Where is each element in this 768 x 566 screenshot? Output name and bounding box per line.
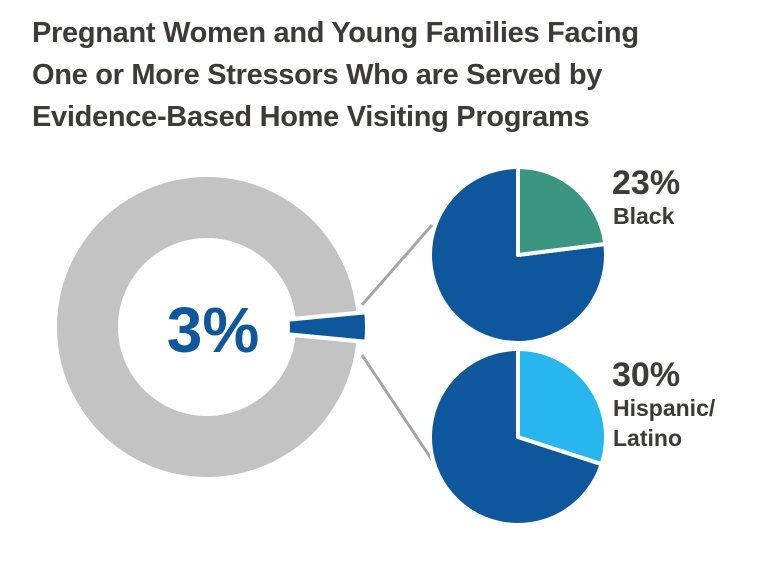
pie-hispanic: [428, 347, 608, 527]
pie-black: [428, 165, 608, 345]
pie-hispanic-category-label-line1: Hispanic/: [613, 395, 716, 421]
chart-title: Pregnant Women and Young Families Facing…: [32, 12, 752, 138]
connector-line-top: [360, 224, 434, 306]
donut-chart: [53, 173, 369, 481]
pie-hispanic-slice-highlight: [516, 347, 608, 467]
pie-black-value-label: 23%: [612, 164, 680, 202]
donut-slice-served: [285, 310, 369, 344]
donut-slice-rest: [53, 173, 361, 481]
pie-hispanic-slice-rest: [428, 347, 604, 527]
pie-black-slice-highlight: [516, 165, 608, 257]
pie-black-category-label: Black: [613, 203, 675, 229]
title-line: Evidence-Based Home Visiting Programs: [32, 101, 590, 133]
title-line: Pregnant Women and Young Families Facing: [32, 17, 639, 49]
connector-line-bottom: [360, 354, 434, 461]
pie-hispanic-category-label-line2: Latino: [613, 425, 682, 451]
donut-center-value: 3%: [167, 294, 260, 366]
pie-hispanic-value-label: 30%: [612, 356, 680, 394]
title-line: One or More Stressors Who are Served by: [32, 59, 603, 91]
